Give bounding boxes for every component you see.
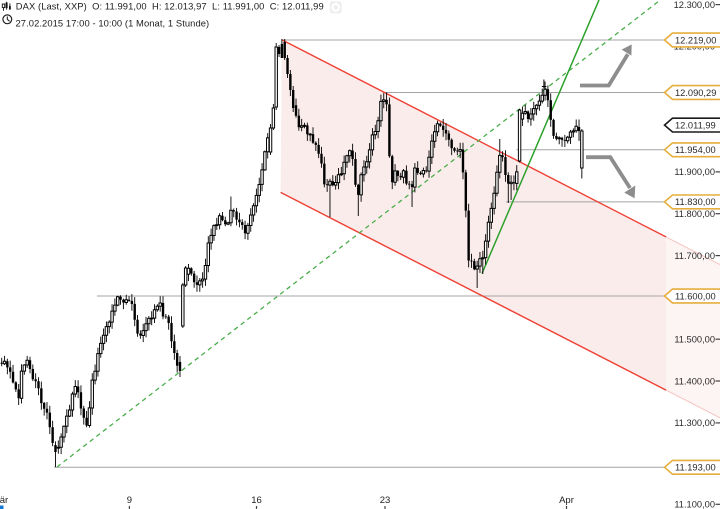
- svg-text:16: 16: [251, 495, 262, 506]
- svg-text:11.900,00: 11.900,00: [674, 167, 715, 177]
- svg-text:12.090,29: 12.090,29: [675, 88, 716, 98]
- svg-text:11.100,00: 11.100,00: [674, 500, 715, 509]
- svg-text:11.700,00: 11.700,00: [674, 251, 715, 261]
- svg-text:11.500,00: 11.500,00: [674, 335, 715, 345]
- svg-text:11.193,00: 11.193,00: [675, 463, 716, 473]
- svg-text:11.800,00: 11.800,00: [674, 209, 715, 219]
- svg-text:11.600,00: 11.600,00: [675, 291, 716, 301]
- svg-text:11.300,00: 11.300,00: [674, 418, 715, 428]
- svg-text:12.219,00: 12.219,00: [675, 35, 716, 45]
- svg-text:Apr: Apr: [559, 495, 574, 506]
- svg-text:11.830,00: 11.830,00: [675, 197, 716, 207]
- svg-text:23: 23: [380, 495, 391, 506]
- svg-text:11.400,00: 11.400,00: [674, 376, 715, 386]
- svg-text:Mär: Mär: [0, 495, 8, 506]
- svg-text:12.011,99: 12.011,99: [675, 120, 716, 130]
- svg-text:11.954,00: 11.954,00: [675, 145, 716, 155]
- svg-text:12.300,00: 12.300,00: [674, 0, 715, 10]
- svg-text:27.02.2015 17:00 - 10:00 (1 Mo: 27.02.2015 17:00 - 10:00 (1 Monat, 1 Stu…: [16, 17, 210, 28]
- svg-text:DAX (Last, XXP) O: 11.991,00: DAX (Last, XXP) O: 11.991,00 H: 12.013,9…: [16, 1, 324, 12]
- svg-text:9: 9: [127, 495, 132, 506]
